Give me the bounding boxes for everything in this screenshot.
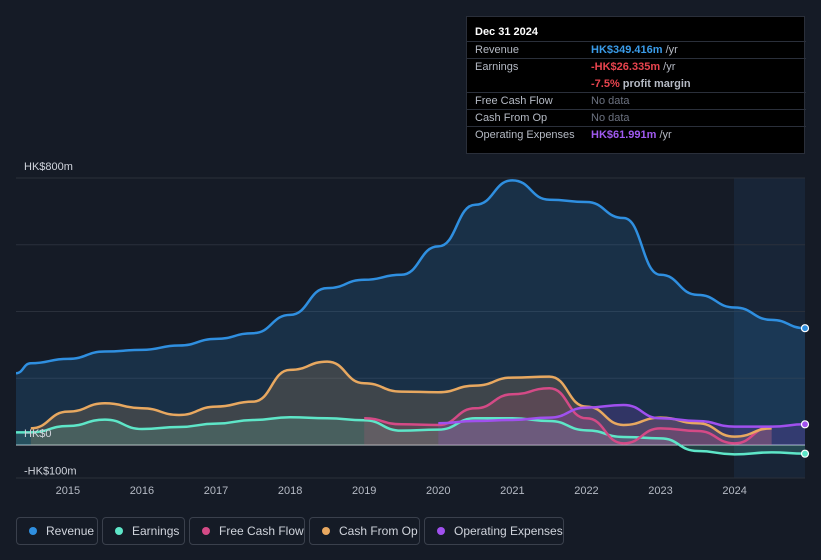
x-tick-label: 2015: [56, 485, 80, 497]
legend-label: Free Cash Flow: [219, 524, 304, 538]
earnings-line: [16, 416, 806, 456]
earnings-endpoint: [800, 449, 810, 458]
tooltip-label: Cash From Op: [475, 112, 548, 124]
x-tick-label: 2016: [130, 485, 154, 497]
tooltip-row-operating-expenses: Operating Expenses HK$61.991m /yr: [467, 126, 806, 144]
x-tick-label: 2017: [204, 485, 228, 497]
y-tick-label: HK$0: [24, 428, 52, 440]
tooltip-label: Earnings: [475, 61, 519, 73]
tooltip-label: Free Cash Flow: [475, 95, 553, 107]
tooltip-row-earnings: Earnings -HK$26.335m /yr -7.5% profit ma…: [467, 58, 806, 93]
legend-cash-from-op[interactable]: Cash From Op: [309, 517, 420, 545]
free-cash-flow-line: [364, 387, 772, 445]
x-tick-label: 2019: [352, 485, 376, 497]
tooltip-value: No data: [591, 112, 630, 124]
cash-from-op-line: [30, 360, 772, 438]
legend-dot-icon: [115, 527, 123, 535]
revenue-line: [15, 179, 806, 375]
legend-dot-icon: [437, 527, 445, 535]
legend-label: Revenue: [46, 524, 95, 538]
earnings-area: [16, 417, 805, 455]
y-tick-label: HK$800m: [24, 161, 73, 173]
x-tick-label: 2020: [426, 485, 450, 497]
legend-earnings[interactable]: Earnings: [102, 517, 185, 545]
x-tick-label: 2018: [278, 485, 302, 497]
tooltip-label: Revenue: [475, 44, 520, 56]
tooltip-value: -HK$26.335m /yr: [591, 61, 676, 73]
tooltip-date: Dec 31 2024: [475, 26, 538, 38]
tooltip-row-free-cash-flow: Free Cash Flow No data: [467, 92, 806, 110]
tooltip-label: Operating Expenses: [475, 129, 575, 141]
legend-dot-icon: [29, 527, 37, 535]
legend-label: Earnings: [132, 524, 180, 538]
revenue-area: [16, 180, 805, 445]
y-tick-label: -HK$100m: [24, 465, 77, 477]
tooltip-value: HK$349.416m /yr: [591, 44, 678, 56]
legend-operating-expenses[interactable]: Operating Expenses: [424, 517, 564, 545]
operating-expenses-line: [438, 403, 806, 428]
operating-expenses-endpoint: [800, 420, 810, 429]
x-tick-label: 2022: [574, 485, 598, 497]
tooltip-row-cash-from-op: Cash From Op No data: [467, 109, 806, 127]
data-tooltip: Dec 31 2024 Revenue HK$349.416m /yr Earn…: [466, 16, 806, 154]
legend-label: Cash From Op: [339, 524, 418, 538]
free-cash-flow-area: [364, 388, 772, 445]
legend-free-cash-flow[interactable]: Free Cash Flow: [189, 517, 305, 545]
tooltip-value: HK$61.991m /yr: [591, 129, 672, 141]
legend-dot-icon: [202, 527, 210, 535]
tooltip-value: No data: [591, 95, 630, 107]
tooltip-profit-margin: -7.5% profit margin: [591, 78, 691, 90]
tooltip-row-revenue: Revenue HK$349.416m /yr: [467, 41, 806, 59]
revenue-endpoint: [800, 324, 810, 333]
x-tick-label: 2023: [648, 485, 672, 497]
legend-dot-icon: [322, 527, 330, 535]
x-tick-label: 2021: [500, 485, 524, 497]
legend-revenue[interactable]: Revenue: [16, 517, 98, 545]
x-tick-label: 2024: [722, 485, 746, 497]
legend-label: Operating Expenses: [454, 524, 563, 538]
